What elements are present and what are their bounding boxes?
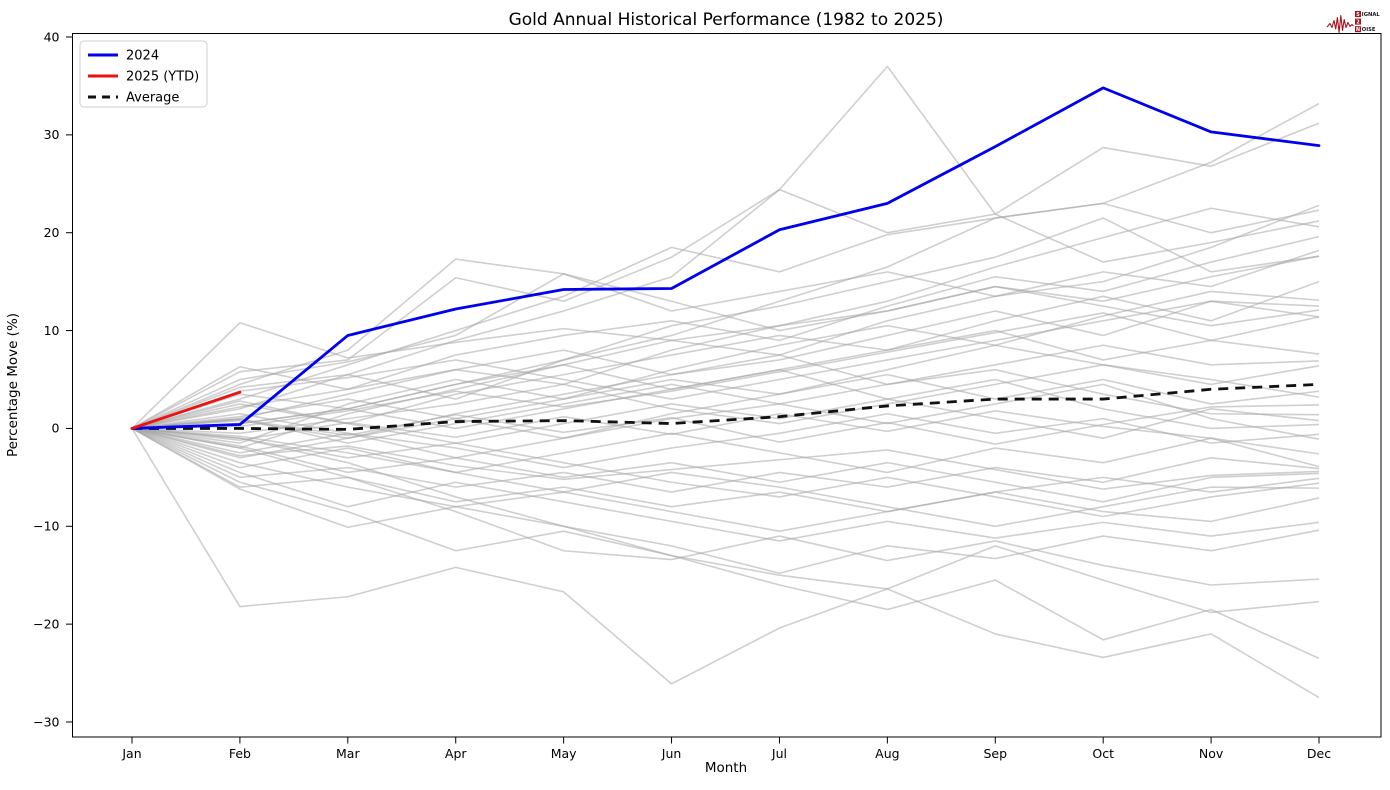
y-tick-label: 30 [44, 127, 60, 142]
y-tick-label: −10 [33, 519, 59, 534]
historical-year-line [131, 188, 1320, 430]
plot-frame [72, 33, 1382, 738]
plot-layer: −30 −20 −10 0 10 20 30 40 Jan Feb Mar Apr May Jun Jul A… [33, 29, 1382, 761]
historical-year-line [131, 300, 1320, 440]
x-tick-label: Jun [661, 746, 682, 761]
historical-year-line [131, 427, 1320, 474]
y-tick-label: 20 [44, 225, 60, 240]
series-line-2024 [130, 86, 1321, 430]
historical-year-line [131, 404, 1320, 445]
historical-year-line [131, 427, 1320, 513]
logo-badge-s [1355, 11, 1361, 17]
historical-year-line [131, 280, 1320, 430]
heartbeat-icon [1326, 14, 1354, 34]
historical-year-line [131, 290, 1320, 444]
x-tick-label: Jan [121, 746, 141, 761]
legend: 2024 2025 (YTD) Average [79, 40, 208, 108]
y-tick-label: 40 [44, 29, 60, 44]
y-axis-label: Percentage Move (%) [5, 313, 21, 457]
historical-year-line [131, 235, 1320, 430]
y-tick-label: −30 [33, 714, 59, 729]
historical-year-line [131, 368, 1320, 430]
historical-year-line [131, 427, 1320, 542]
historical-year-line [131, 427, 1320, 490]
historical-year-line [131, 412, 1320, 469]
historical-year-line [131, 427, 1320, 493]
legend-label: Average [126, 91, 179, 106]
historical-year-line [131, 344, 1320, 459]
historical-years-layer [131, 65, 1320, 699]
logo-badge-s-letter: S [1356, 12, 1360, 18]
historical-year-line [131, 344, 1320, 444]
historical-year-line [131, 427, 1320, 503]
logo-badge-n [1355, 26, 1361, 33]
historical-year-line [131, 428, 1320, 699]
historical-year-line [131, 204, 1320, 430]
x-tick-label: Oct [1092, 746, 1114, 761]
x-tick-label: Jul [771, 746, 787, 761]
logo-badge-n-letter: N [1356, 27, 1360, 33]
series-line-2025-ytd- [130, 390, 242, 430]
historical-year-line [131, 373, 1320, 440]
historical-year-line [131, 410, 1320, 468]
historical-year-line [131, 300, 1320, 430]
x-tick-label: Mar [336, 746, 360, 761]
signal2noise-logo: S IGNAL 2 N OISE [1326, 11, 1380, 34]
y-tick-label: 0 [52, 421, 60, 436]
x-tick-label: Feb [229, 746, 251, 761]
logo-text-ignal: IGNAL [1362, 12, 1381, 18]
x-tick-label: Aug [875, 746, 899, 761]
legend-label: 2024 [126, 49, 159, 64]
legend-label: 2025 (YTD) [126, 70, 199, 85]
y-tick-label: −20 [33, 616, 59, 631]
historical-year-line [131, 427, 1320, 575]
x-tick-label: Sep [983, 746, 1007, 761]
logo-badge-2 [1355, 18, 1361, 25]
logo-row-2: 2 [1355, 18, 1361, 26]
historical-year-line [131, 427, 1320, 528]
historical-year-line [131, 65, 1320, 430]
x-tick-label: Dec [1307, 746, 1331, 761]
legend-box [79, 40, 208, 108]
x-tick-label: Apr [445, 746, 467, 761]
historical-year-line [131, 273, 1320, 430]
x-axis-label: Month [705, 760, 747, 776]
historical-year-line [131, 427, 1320, 614]
x-tick-label: May [551, 746, 577, 761]
series-line-average [132, 382, 1320, 431]
logo-text-oise: OISE [1362, 27, 1376, 33]
chart-title: Gold Annual Historical Performance (1982… [509, 10, 944, 30]
y-tick-label: 10 [44, 323, 60, 338]
logo-row-signal: S IGNAL [1355, 11, 1380, 18]
x-tick-label: Nov [1199, 746, 1224, 761]
historical-year-line [131, 427, 1320, 532]
historical-year-line [131, 364, 1320, 435]
historical-year-line [131, 427, 1320, 660]
historical-year-line [131, 427, 1320, 586]
historical-year-line [131, 383, 1320, 459]
historical-year-line [131, 207, 1320, 430]
logo-row-noise: N OISE [1355, 26, 1376, 33]
logo-badge-2-letter: 2 [1356, 20, 1359, 26]
